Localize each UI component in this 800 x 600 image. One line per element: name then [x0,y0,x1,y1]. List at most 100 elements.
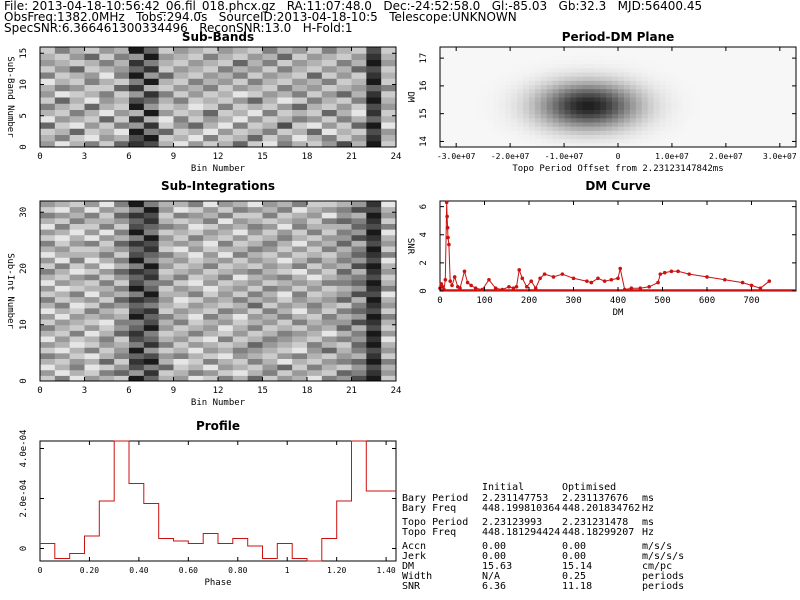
subints-cell [203,330,219,337]
period-dm-cell [778,138,785,144]
subbands-cell [143,128,160,135]
period-dm-cell [558,105,566,110]
subints-cell [381,201,397,208]
subints-cell [277,364,293,371]
period-dm-cell [659,109,666,115]
subbands-cell [69,97,85,104]
subints-cell [158,240,174,247]
period-dm-cell [641,138,649,144]
period-dm-cell [481,67,488,73]
subints-cell [218,274,234,281]
period-dm-cell [570,134,577,140]
period-dm-cell [517,130,524,135]
period-dm-cell [582,55,589,60]
period-dm-cell [552,88,560,94]
subbands-cell [307,72,323,79]
period-dm-cell [790,51,797,56]
period-dm-cell [564,47,572,52]
subbands-cell [366,128,382,135]
period-dm-cell [695,126,702,131]
subbands-cell [218,53,234,60]
period-dm-cell [540,88,548,94]
period-dm-cell [701,113,708,119]
summary-initial: 2.23123993 [482,517,543,528]
subints-cell [129,364,145,371]
subints-cell [218,330,234,337]
period-dm-cell [724,63,732,69]
subints-cell [218,324,234,331]
subints-cell [129,347,145,354]
subints-cell [158,291,174,298]
subints-cell [321,229,338,236]
subbands-cell [336,115,352,123]
period-dm-cell [707,142,714,148]
period-dm-cell [552,63,560,69]
subbands-cell [40,134,56,142]
period-dm-cell [529,134,536,140]
period-dm-cell [689,130,696,135]
subints-cell [351,229,367,236]
period-dm-cell [529,72,536,77]
subints-cell [99,274,115,281]
subbands-cell [321,78,338,85]
subbands-cell [247,134,263,142]
period-dm-cell [772,97,779,102]
period-dm-cell [760,80,767,85]
period-dm-cell [778,122,785,127]
period-dm-cell [517,138,524,144]
period-dm-cell [665,130,672,135]
period-dm-cell [647,130,655,135]
period-dm-cell [671,101,678,106]
period-dm-cell [540,55,548,60]
subints-cell [129,268,145,275]
dm-curve-xlabel: DM [613,308,624,318]
period-dm-cell [772,122,779,127]
subints-cell [54,217,71,224]
period-dm-cell [623,117,631,123]
subints-cell [143,279,160,286]
subints-cell [277,313,293,320]
profile-xtick-label: 0.80 [228,566,247,575]
subbands-cell [173,134,189,142]
period-dm-cell [701,59,708,65]
period-dm-cell [469,109,477,115]
period-dm-cell [772,130,779,135]
period-dm-cell [689,117,696,123]
subbands-cell [84,72,100,79]
subints-cell [307,234,323,241]
period-dm-cell [760,76,767,81]
period-dm-cell [523,117,530,123]
subints-cell [247,285,263,292]
period-dm-cell [653,80,661,85]
summary-optimised: 11.18 [562,581,593,592]
subbands-cell [143,78,160,85]
period-dm-cell [457,88,465,94]
period-dm-cell [635,142,643,148]
period-dm-cell [451,109,459,115]
period-dm-cell [440,101,447,106]
subints-cell [54,212,71,219]
period-dm-cell [523,47,530,52]
summary-unit: m/s/s/s [642,551,685,562]
subbands-cell [366,59,382,67]
subbands-cell [84,103,100,110]
period-dm-cell [724,84,732,90]
period-dm-cell [641,92,649,98]
period-dm-cell [659,72,666,77]
subbands-cell [129,78,145,85]
subbands-cell [218,128,234,135]
subints-cell [158,352,174,359]
period-dm-cell [529,59,536,65]
subints-cell [143,246,160,253]
subbands-cell [129,103,145,110]
subints-cell [247,201,263,208]
period-dm-cell [529,113,536,119]
period-dm-cell [493,113,500,119]
period-dm-cell [754,84,761,90]
period-dm-cell [546,67,554,73]
period-dm-cell [772,92,779,98]
subints-cell [232,251,249,258]
period-dm-cell [701,97,708,102]
subints-cell [99,201,115,208]
period-dm-cell [742,47,750,52]
